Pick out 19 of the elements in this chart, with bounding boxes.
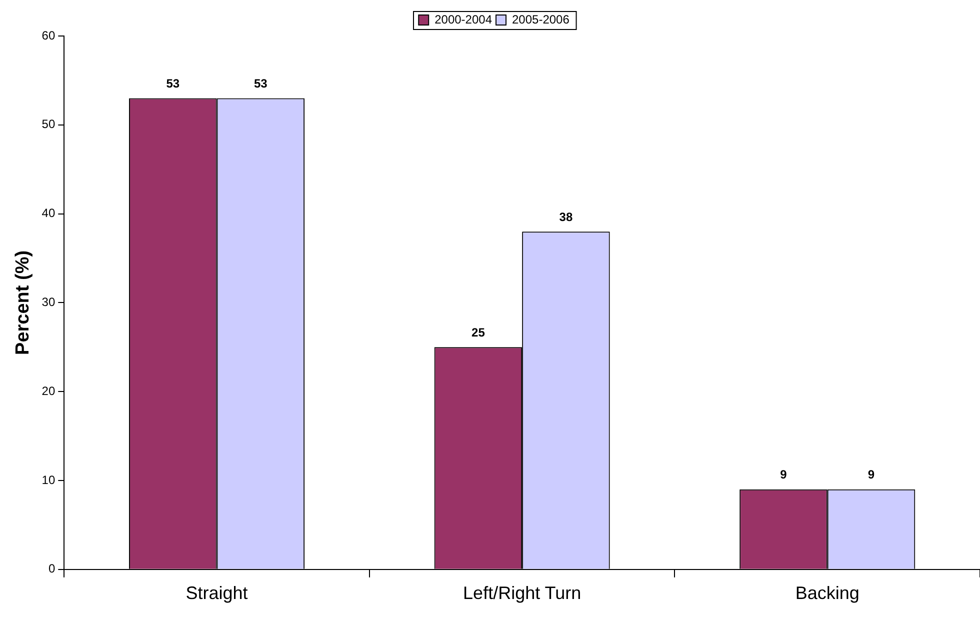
y-tick-label: 0 [48,562,56,576]
data-label: 9 [868,468,875,482]
x-tick-label: Straight [186,583,248,604]
y-axis-title: Percent (%) [12,250,34,355]
data-label: 25 [472,325,486,340]
y-tick-label: 30 [42,295,56,310]
legend-label: 2005-2006 [512,12,570,26]
data-label: 38 [559,210,573,224]
y-tick-label: 50 [42,117,56,132]
legend-label: 2000-2004 [434,12,492,26]
y-tick-label: 60 [42,28,56,42]
data-label: 9 [780,468,788,482]
y-tick-label: 20 [42,384,56,398]
data-label: 53 [166,76,180,91]
x-tick-label: Left/Right Turn [463,583,582,604]
y-tick-label: 10 [42,472,56,487]
x-tick-label: Backing [795,583,860,604]
data-label: 53 [254,76,268,91]
y-tick-label: 40 [42,206,56,220]
